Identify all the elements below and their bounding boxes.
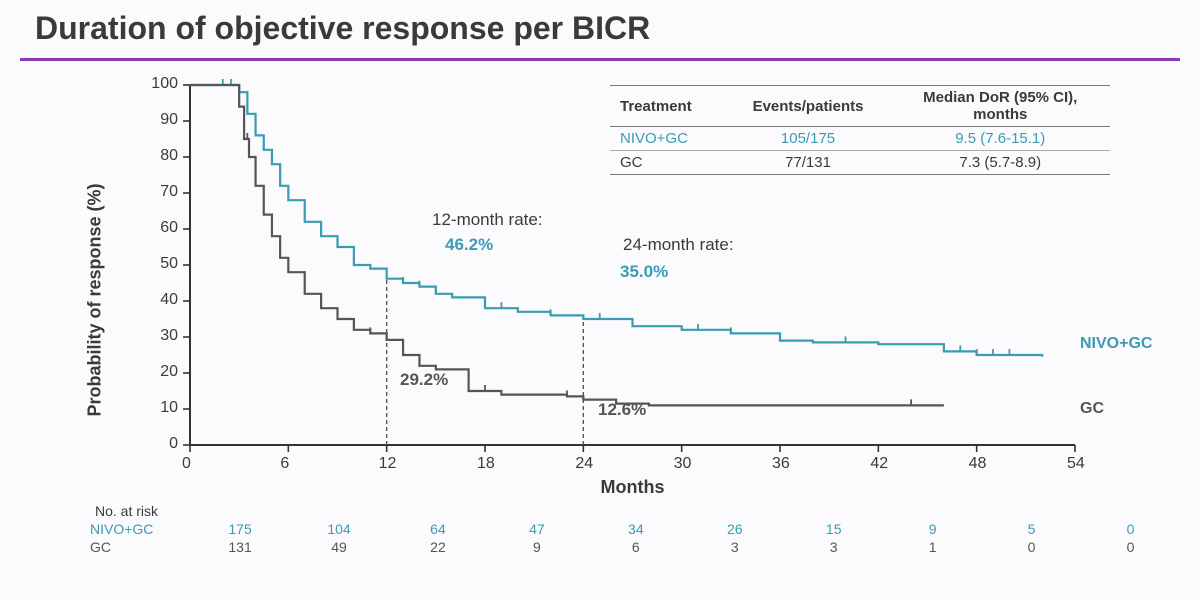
x-tick-label: 36	[772, 455, 790, 473]
y-tick-label: 90	[160, 111, 178, 129]
km-chart	[0, 0, 1200, 500]
x-tick-label: 24	[575, 455, 593, 473]
risk-cell: 6	[586, 538, 685, 556]
risk-cell: 0	[1081, 538, 1180, 556]
risk-cell: 64	[388, 520, 487, 538]
chart-annotation: 46.2%	[445, 235, 493, 255]
x-tick-label: 30	[674, 455, 692, 473]
x-axis-label: Months	[601, 477, 665, 498]
y-tick-label: 0	[169, 435, 178, 453]
risk-cell: 131	[191, 538, 290, 556]
risk-cell: 15	[784, 520, 883, 538]
risk-table-title: No. at risk	[95, 503, 158, 519]
y-tick-label: 20	[160, 363, 178, 381]
chart-annotation: 12-month rate:	[432, 210, 543, 230]
risk-cell: 5	[982, 520, 1081, 538]
risk-cell: 47	[487, 520, 586, 538]
y-tick-label: 60	[160, 219, 178, 237]
risk-cell: 26	[685, 520, 784, 538]
x-tick-label: 42	[870, 455, 888, 473]
series-label: NIVO+GC	[1080, 335, 1152, 353]
x-tick-label: 48	[969, 455, 987, 473]
x-tick-label: 6	[280, 455, 289, 473]
y-tick-label: 40	[160, 291, 178, 309]
risk-cell: 0	[1081, 520, 1180, 538]
risk-cell: 34	[586, 520, 685, 538]
risk-table: NIVO+GC1751046447342615950GC131492296331…	[90, 520, 1180, 556]
chart-annotation: 24-month rate:	[623, 235, 734, 255]
y-tick-label: 100	[151, 75, 178, 93]
chart-annotation: 35.0%	[620, 262, 668, 282]
x-tick-label: 54	[1067, 455, 1085, 473]
x-tick-label: 0	[182, 455, 191, 473]
risk-cell: 175	[191, 520, 290, 538]
risk-cell: 9	[487, 538, 586, 556]
risk-cell: 0	[982, 538, 1081, 556]
risk-cell: 3	[784, 538, 883, 556]
chart-annotation: 12.6%	[598, 400, 646, 420]
y-tick-label: 80	[160, 147, 178, 165]
x-tick-label: 12	[379, 455, 397, 473]
risk-cell: 9	[883, 520, 982, 538]
risk-row-label: GC	[90, 538, 191, 556]
risk-cell: 1	[883, 538, 982, 556]
y-tick-label: 10	[160, 399, 178, 417]
chart-annotation: 29.2%	[400, 370, 448, 390]
risk-cell: 49	[290, 538, 389, 556]
y-tick-label: 50	[160, 255, 178, 273]
risk-cell: 3	[685, 538, 784, 556]
y-tick-label: 70	[160, 183, 178, 201]
risk-row-label: NIVO+GC	[90, 520, 191, 538]
risk-cell: 22	[388, 538, 487, 556]
x-tick-label: 18	[477, 455, 495, 473]
series-label: GC	[1080, 400, 1104, 418]
risk-cell: 104	[290, 520, 389, 538]
y-tick-label: 30	[160, 327, 178, 345]
